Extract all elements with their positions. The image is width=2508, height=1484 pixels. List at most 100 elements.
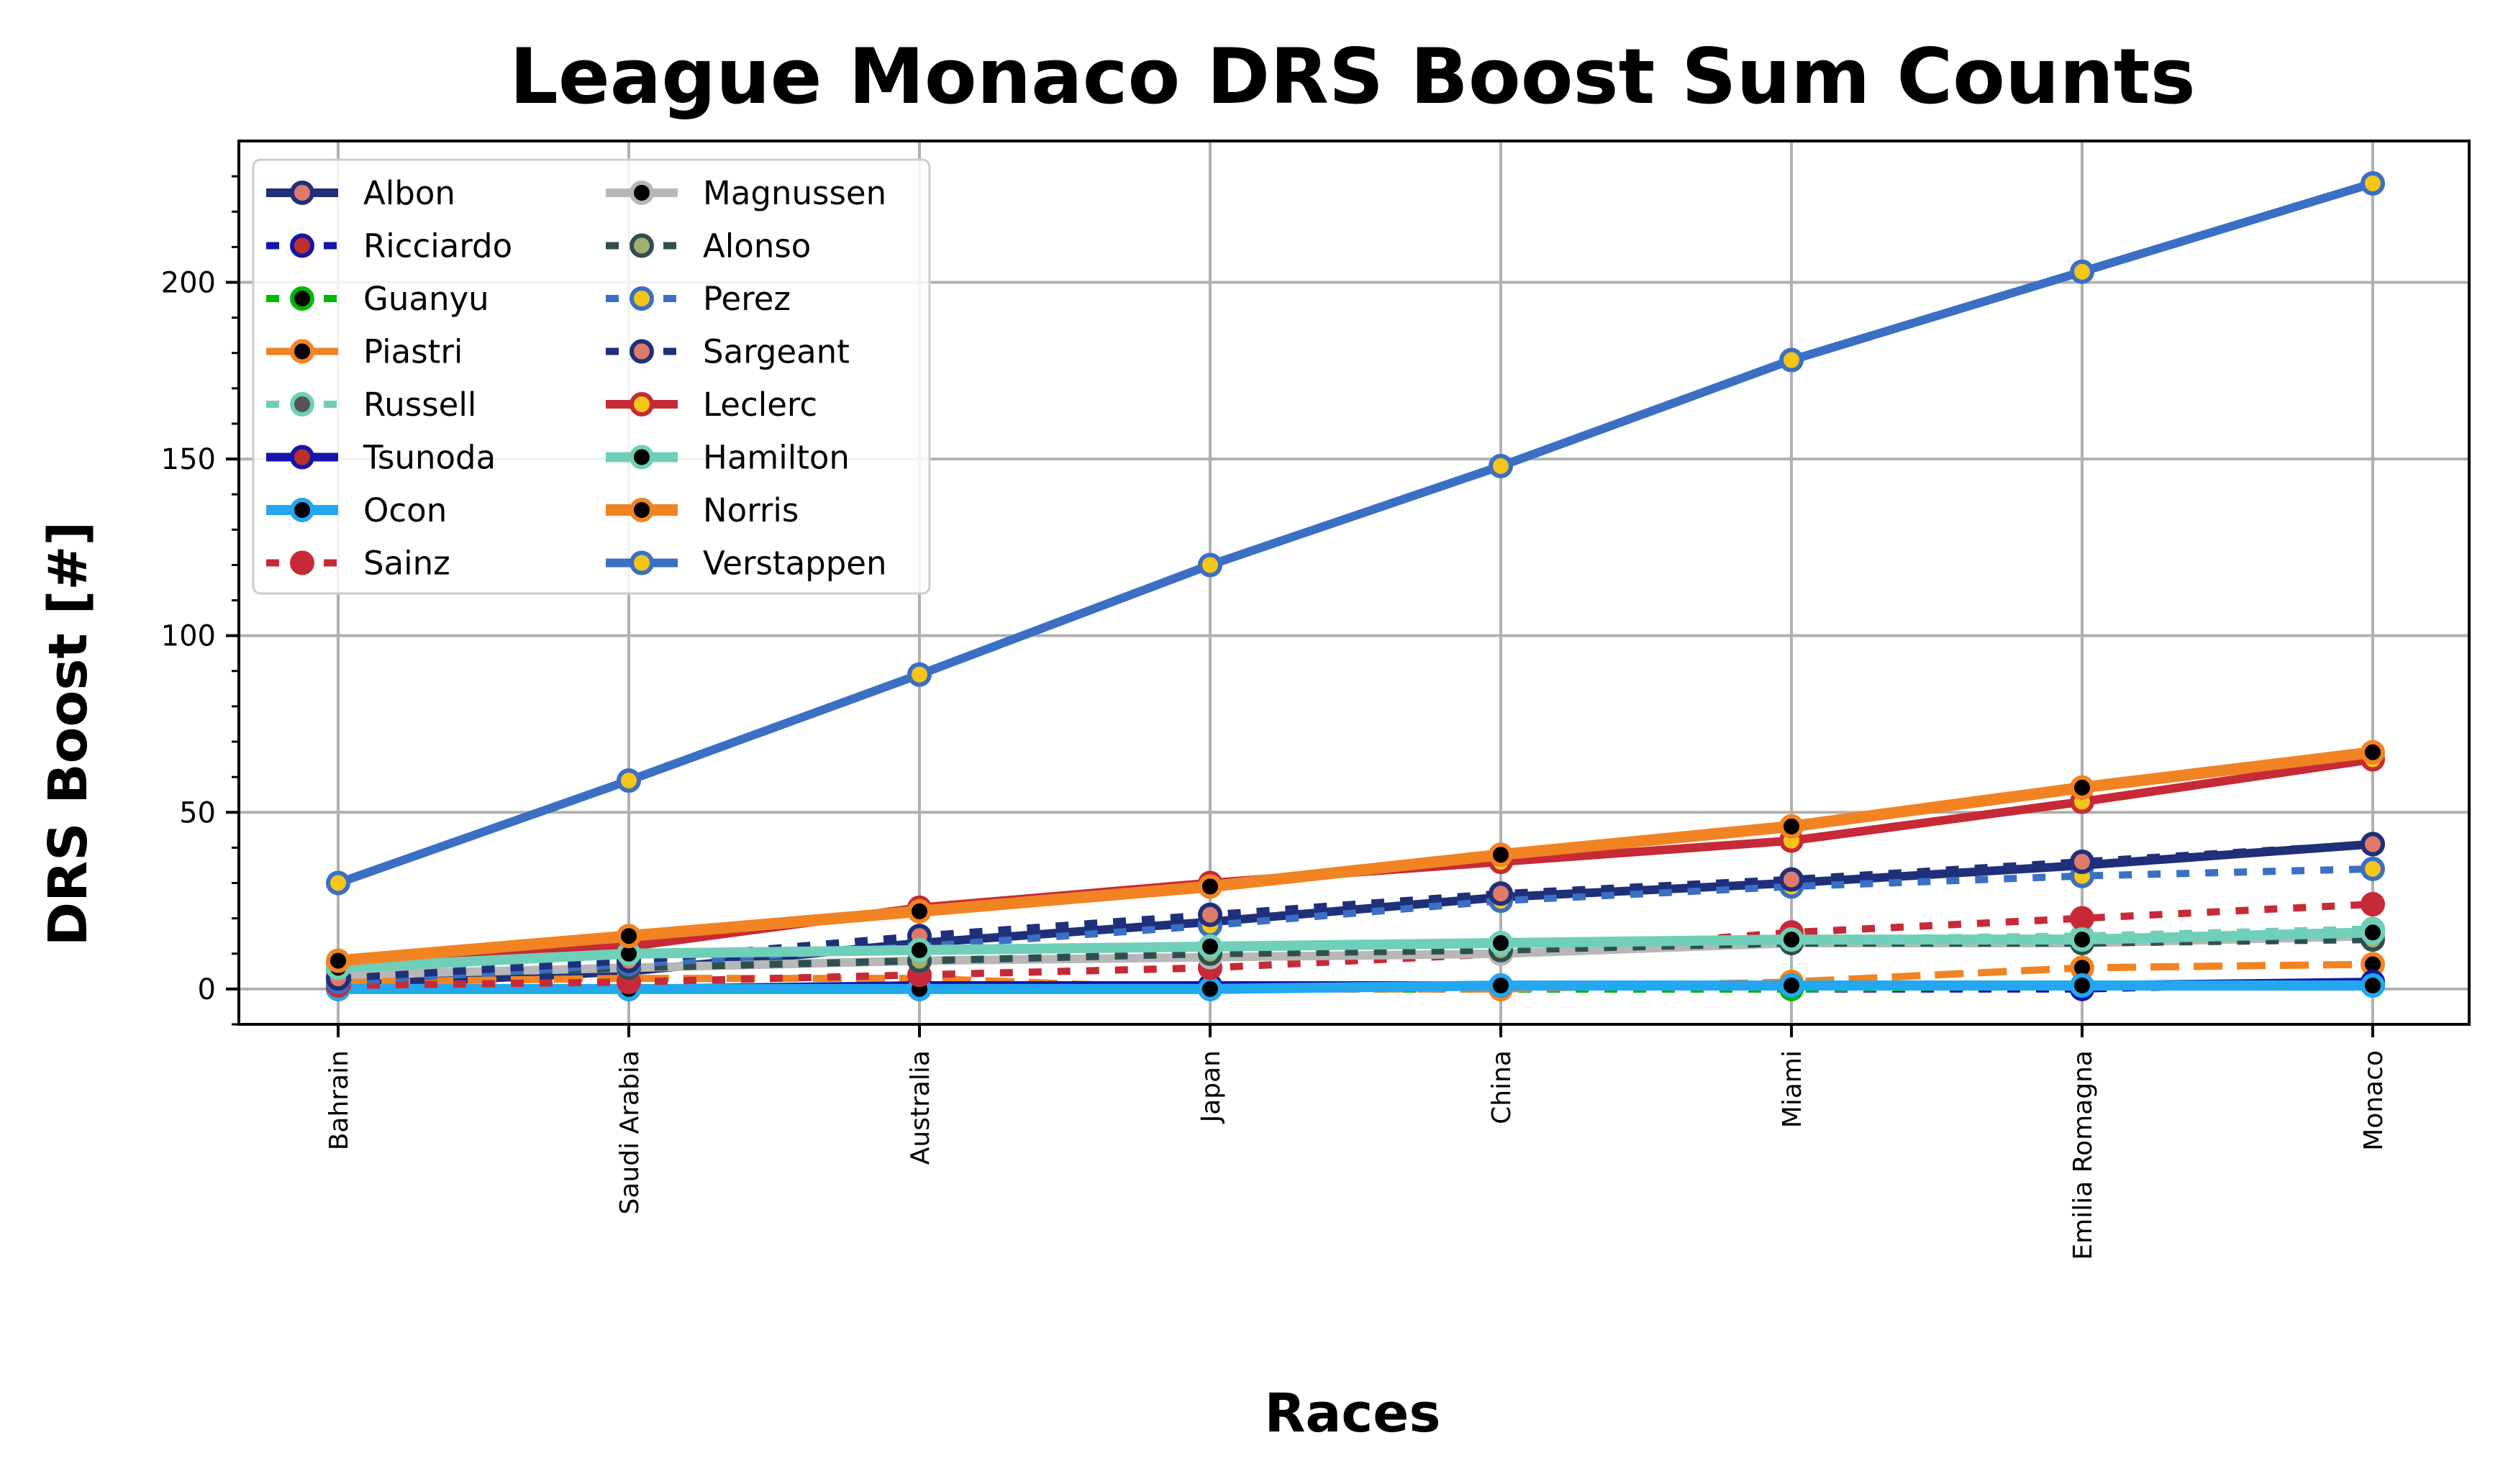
ticks-layer: 0 50 100 150 200 Bahrain Saudi Arabia Australia… [161,175,2389,1260]
data-point [1198,934,1222,959]
legend-entry: Piastri [266,333,463,371]
y-tick-label: 200 [161,266,216,299]
data-point [1198,902,1222,927]
data-point [2361,832,2385,857]
legend-marker [630,286,654,311]
series-line [337,179,2374,888]
data-point [1779,814,1804,839]
legend-marker [630,498,654,522]
series-line [337,865,2373,986]
legend-entry: Sainz [266,545,450,583]
legend-marker [630,445,654,470]
data-point [1489,931,1513,956]
x-tick-label: Saudi Arabia [615,1050,645,1214]
legend-label: Magnussen [703,174,886,212]
series-sargeant [326,832,2385,991]
data-point [2070,973,2094,998]
series-line [337,746,2373,967]
legend-label: Tsunoda [363,439,496,477]
data-point [1198,552,1222,578]
data-point [1779,973,1804,998]
legend-entry: Verstappen [606,545,886,583]
data-point [326,948,350,973]
y-tick-label: 150 [161,443,216,476]
legend-label: Guanyu [363,280,489,318]
legend-entry: Ricciardo [266,227,512,265]
legend-label: Ocon [363,491,447,529]
y-tick-label: 0 [198,973,216,1006]
legend-marker [290,339,314,364]
legend-marker [290,445,314,470]
legend-entry: Russell [266,386,476,424]
legend-marker [290,392,314,416]
series-line [337,927,2373,973]
legend-label: Alonso [703,227,811,265]
data-point [617,768,641,793]
data-point [1489,881,1513,906]
data-point [2361,920,2385,945]
legend-label: Russell [363,386,476,424]
data-point [617,924,641,949]
legend-marker [630,233,654,258]
legend-label: Albon [363,174,455,212]
data-point [326,870,350,896]
data-point [2070,259,2094,284]
data-point [2361,739,2385,765]
data-point [1779,867,1804,892]
x-tick-label: China [1487,1050,1517,1124]
legend-entry: Tsunoda [266,439,496,477]
x-tick-label: Japan [1196,1050,1226,1124]
data-point [2070,927,2094,952]
legend-entry: Guanyu [266,280,489,318]
legend-label: Ricciardo [363,227,512,265]
data-point [2361,856,2385,881]
legend-marker [630,181,654,205]
legend-entry: Magnussen [606,174,886,212]
plot-area-frame [237,140,2471,1026]
data-point [2070,906,2094,931]
y-tick-label: 50 [179,796,216,829]
legend-label: Hamilton [703,439,850,477]
legend-marker [630,392,654,416]
legend-label: Leclerc [703,386,817,424]
series-line [337,936,2373,983]
data-point [1489,973,1513,998]
x-axis-label: Races [1264,1383,1440,1444]
data-point [2361,170,2385,196]
legend-marker [290,550,314,575]
series-layer [326,170,2385,1001]
legend-entry: Hamilton [606,439,850,477]
legend-entry: Norris [606,491,799,529]
x-tick-label: Monaco [2359,1050,2389,1151]
x-tick-label: Australia [906,1050,935,1165]
legend-entry: Perez [606,280,791,318]
data-point [1779,347,1804,373]
legend: Albon Ricciardo Guanyu Piastri Russell Tsunod… [252,158,931,595]
data-point [907,898,932,924]
chart-title: League Monaco DRS Boost Sum Counts [509,32,2195,121]
series-verstappen [326,170,2385,896]
x-tick-label: Emilia Romagna [2068,1050,2098,1260]
x-tick-label: Bahrain [324,1050,354,1150]
legend-marker [290,286,314,311]
legend-entry: Ocon [266,491,447,529]
legend-label: Perez [703,280,791,318]
data-point [1198,874,1222,899]
legend-entry: Alonso [606,227,811,265]
legend-label: Verstappen [703,545,886,583]
x-tick-label: Miami [1778,1050,1807,1128]
data-point [1779,927,1804,952]
series-line [338,980,2373,994]
series-line [337,840,2373,983]
legend-entry: Sargeant [606,333,850,371]
legend-marker [630,550,654,575]
legend-marker [290,181,314,205]
y-tick-label: 100 [161,620,216,653]
y-axis-label: DRS Boost [#] [37,522,99,946]
legend-label: Sainz [363,545,450,583]
data-point [2361,973,2385,998]
data-point [1198,976,1222,1001]
data-point [2070,850,2094,875]
